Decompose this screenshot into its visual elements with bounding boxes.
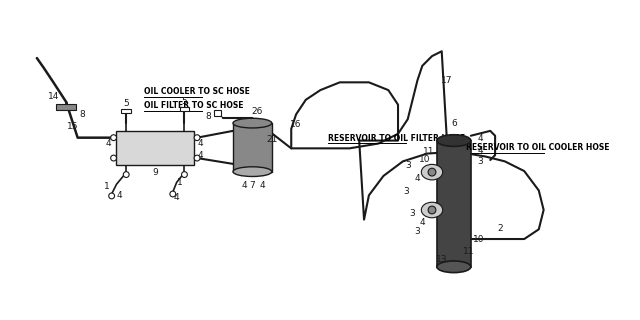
Text: 8: 8	[79, 110, 85, 119]
Text: 4: 4	[419, 218, 425, 227]
Text: 17: 17	[441, 76, 452, 85]
Circle shape	[109, 193, 115, 199]
Text: 13: 13	[436, 255, 447, 264]
Text: 9: 9	[152, 168, 158, 177]
Text: 3: 3	[410, 209, 415, 218]
Text: 4: 4	[174, 193, 179, 202]
Text: 4: 4	[477, 146, 483, 155]
Circle shape	[428, 168, 436, 176]
Circle shape	[428, 206, 436, 214]
Circle shape	[111, 135, 116, 140]
Text: 14: 14	[48, 92, 59, 101]
Circle shape	[124, 172, 129, 178]
Text: 1: 1	[177, 178, 182, 187]
Ellipse shape	[233, 118, 272, 128]
Text: 12: 12	[429, 202, 440, 211]
Text: 3: 3	[403, 187, 409, 196]
Ellipse shape	[421, 164, 443, 180]
Text: OIL COOLER TO SC HOSE: OIL COOLER TO SC HOSE	[143, 87, 250, 96]
Text: 4: 4	[197, 140, 203, 148]
Text: 4: 4	[259, 181, 265, 190]
Text: 5: 5	[182, 97, 188, 106]
Text: 16: 16	[291, 120, 302, 129]
Text: 4: 4	[242, 181, 248, 190]
Text: 4: 4	[197, 151, 203, 160]
Circle shape	[111, 155, 116, 161]
Text: 4: 4	[415, 174, 420, 183]
Circle shape	[182, 172, 188, 178]
Text: 15: 15	[67, 122, 79, 131]
Text: 4: 4	[116, 191, 122, 200]
Bar	[116, 131, 194, 165]
Text: 11: 11	[463, 247, 475, 256]
Bar	[214, 110, 221, 116]
Text: 3: 3	[477, 157, 483, 166]
Circle shape	[170, 191, 176, 197]
Ellipse shape	[437, 261, 471, 273]
Text: 12: 12	[429, 165, 440, 174]
Text: 6: 6	[451, 119, 457, 128]
Text: 1: 1	[104, 182, 109, 191]
Bar	[122, 108, 131, 113]
Ellipse shape	[421, 202, 443, 218]
Text: OIL FILTER TO SC HOSE: OIL FILTER TO SC HOSE	[143, 101, 243, 110]
Text: 3: 3	[415, 227, 420, 236]
Text: 4: 4	[106, 140, 111, 148]
Text: 3: 3	[405, 161, 411, 170]
Circle shape	[194, 155, 200, 161]
Ellipse shape	[233, 167, 272, 177]
Bar	[180, 107, 189, 111]
Text: RESERVOIR TO OIL FILTER HOSE: RESERVOIR TO OIL FILTER HOSE	[328, 133, 465, 142]
Text: 10: 10	[473, 235, 484, 244]
Bar	[233, 123, 272, 172]
Text: 10: 10	[419, 155, 431, 164]
Text: RESERVOIR TO OIL COOLER HOSE: RESERVOIR TO OIL COOLER HOSE	[466, 143, 609, 152]
Ellipse shape	[437, 135, 471, 147]
Text: 5: 5	[124, 99, 129, 108]
Text: 11: 11	[423, 148, 435, 156]
Circle shape	[194, 135, 200, 140]
Text: 26: 26	[252, 107, 263, 116]
Text: 21: 21	[266, 135, 278, 144]
Bar	[56, 104, 76, 109]
Bar	[437, 140, 471, 267]
Text: 7: 7	[250, 181, 255, 190]
Text: 4: 4	[477, 134, 483, 143]
Text: 2: 2	[497, 224, 503, 233]
Text: 8: 8	[206, 112, 212, 121]
